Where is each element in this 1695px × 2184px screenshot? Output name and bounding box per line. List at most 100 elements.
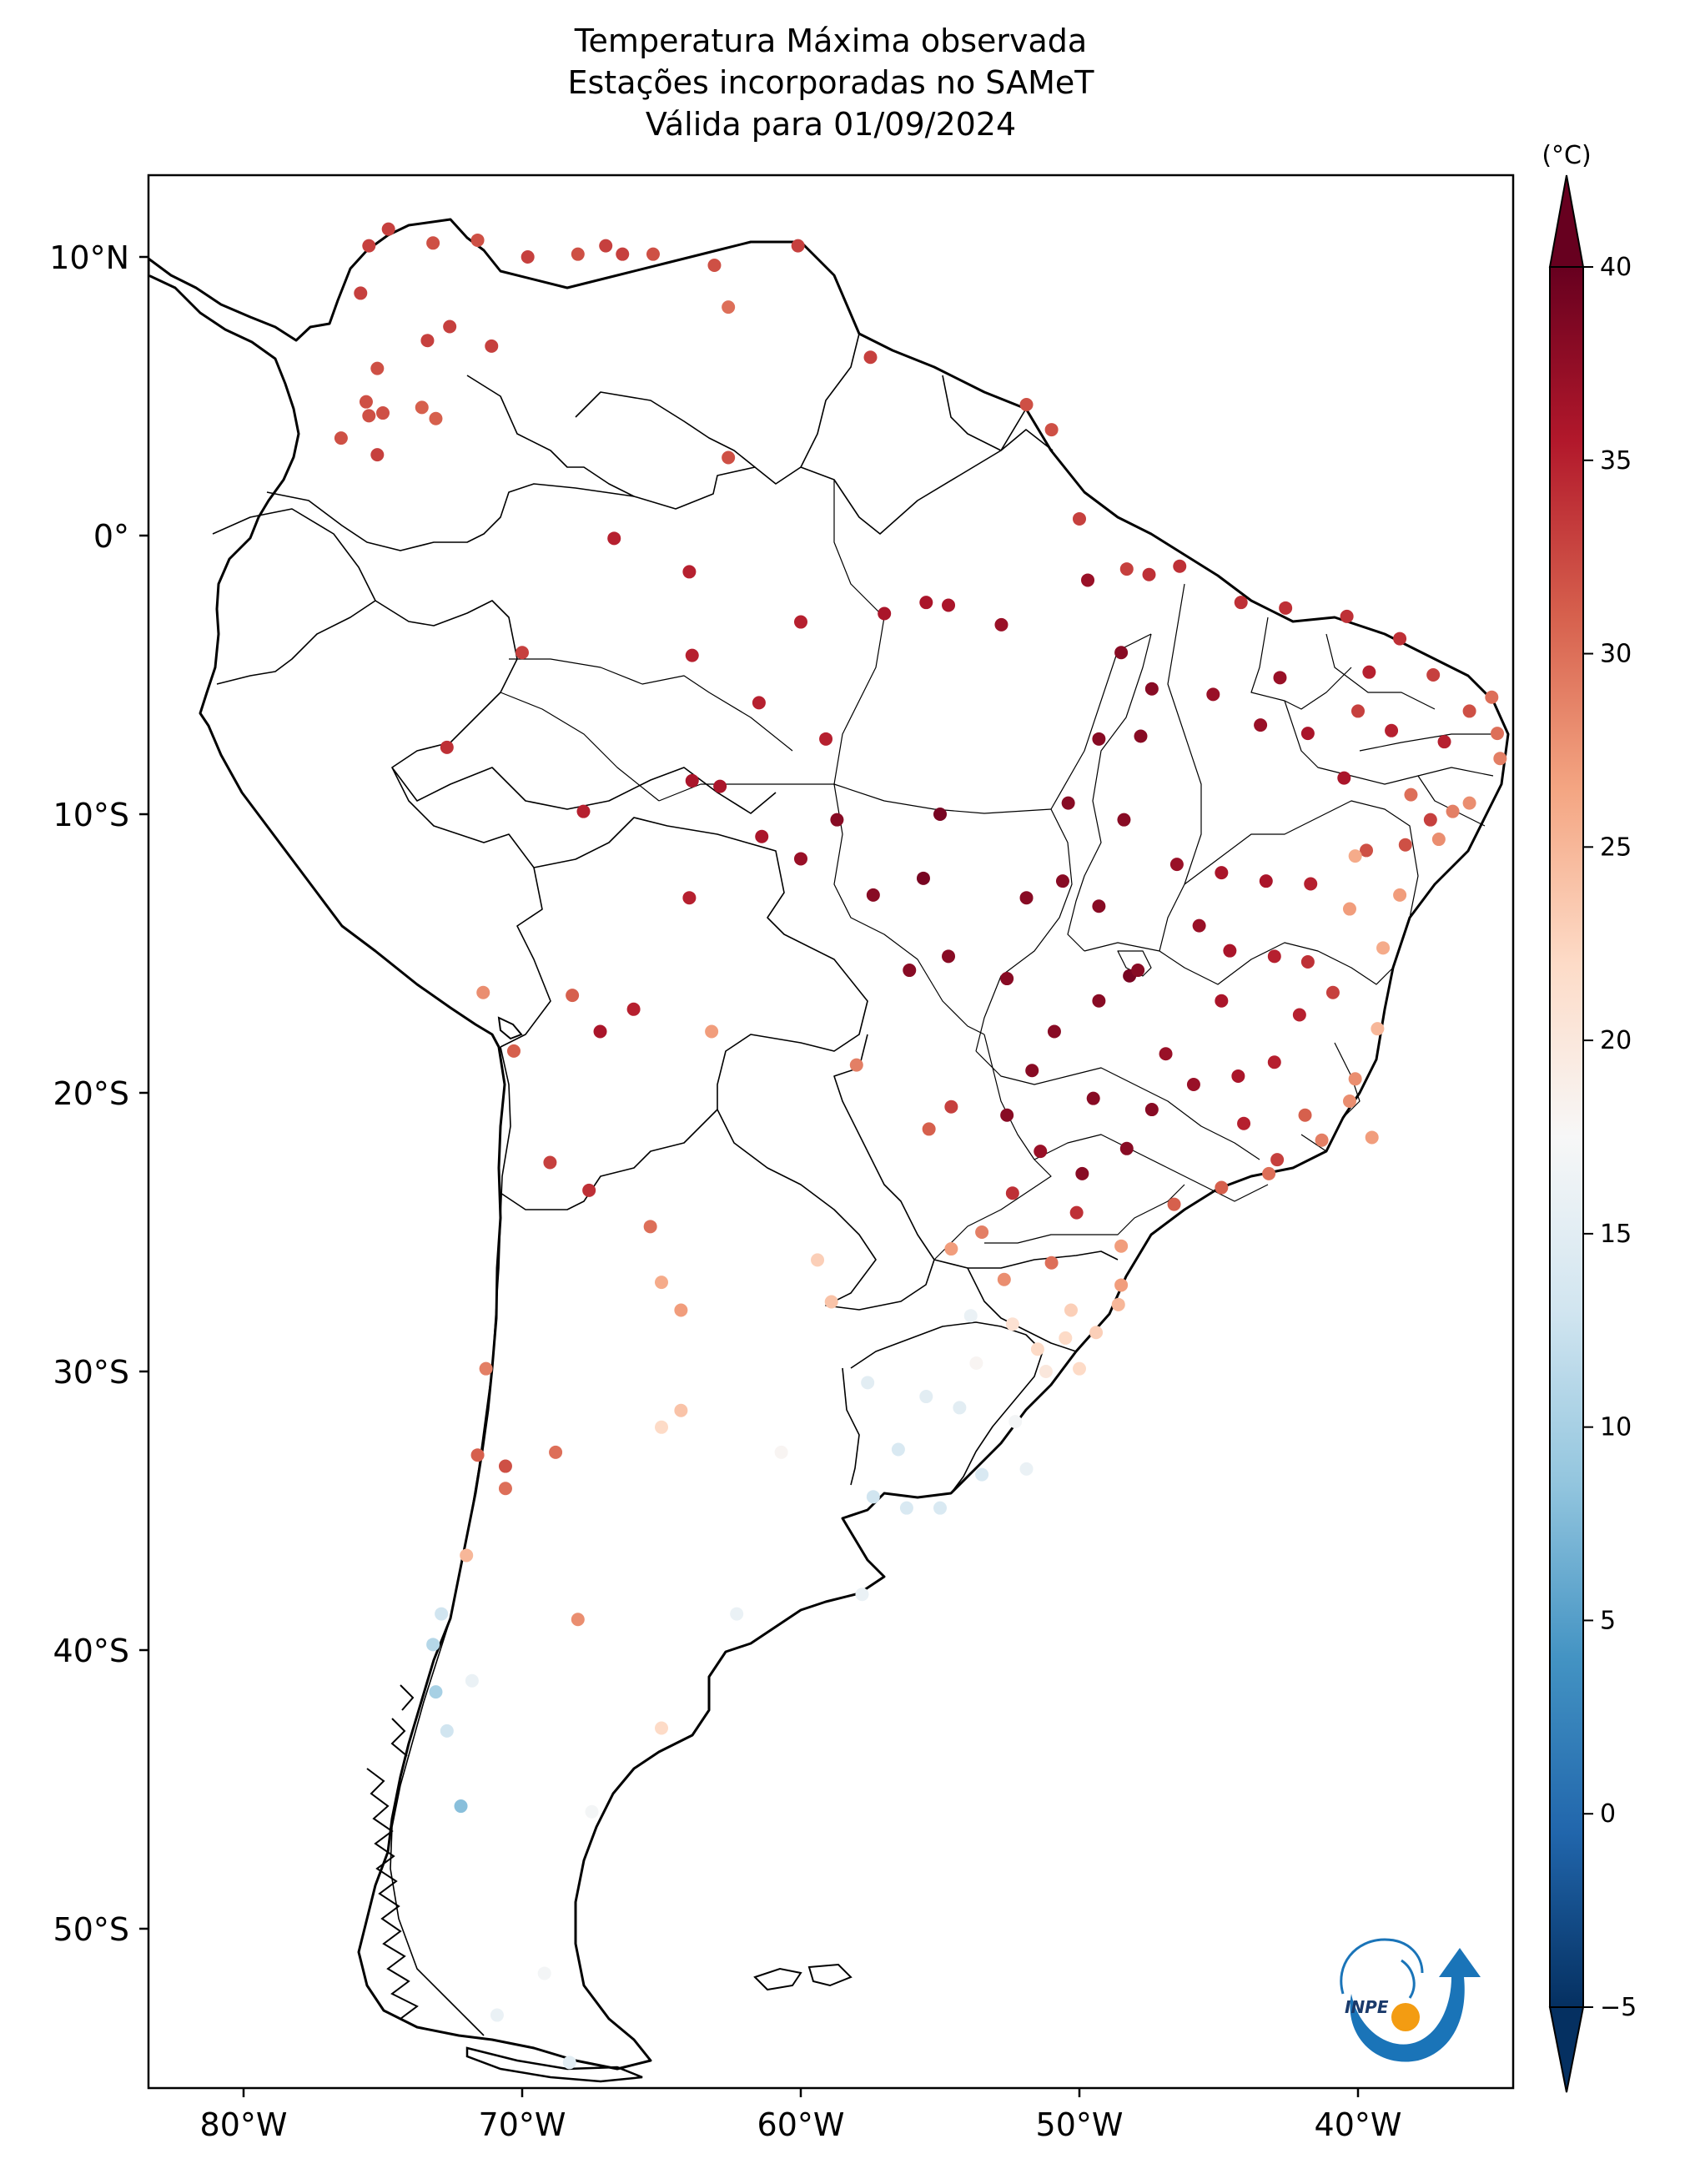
station-marker	[440, 1724, 454, 1738]
station-marker	[1267, 949, 1281, 964]
colorbar-tick-label: 5	[1600, 1606, 1616, 1635]
station-marker	[685, 773, 699, 788]
station-marker	[1000, 1108, 1014, 1122]
station-marker	[1393, 888, 1407, 902]
station-marker	[1362, 665, 1376, 679]
station-marker	[1144, 1103, 1159, 1117]
station-marker	[1462, 796, 1476, 810]
station-marker	[674, 1303, 688, 1317]
station-marker	[440, 740, 454, 754]
station-marker	[1169, 858, 1184, 872]
station-marker	[1008, 1415, 1023, 1429]
station-marker	[1262, 1166, 1276, 1180]
station-marker	[705, 1024, 719, 1039]
station-marker	[849, 1058, 863, 1072]
colorbar-ticks: 40 35 30 25 20 15 10 5 0 −5	[1583, 253, 1637, 2022]
y-tick-labels: 10°N 0° 10°S 20°S 30°S 40°S 50°S	[49, 239, 129, 1948]
country-borders	[212, 333, 1119, 2036]
station-marker	[997, 1272, 1011, 1286]
station-marker	[376, 406, 390, 420]
station-marker	[1073, 1361, 1086, 1376]
station-marker	[429, 411, 443, 425]
station-marker	[465, 1673, 479, 1688]
station-marker	[1119, 562, 1134, 576]
station-marker	[1081, 573, 1095, 587]
station-marker	[485, 339, 499, 353]
x-axis	[242, 2088, 1360, 2097]
station-marker	[1298, 1108, 1312, 1122]
x-tick-label: 40°W	[1315, 2106, 1402, 2143]
station-marker	[933, 808, 947, 821]
station-marker	[516, 646, 529, 660]
station-marker	[1086, 1091, 1100, 1105]
station-marker	[1431, 833, 1446, 847]
station-marker	[1398, 838, 1412, 852]
station-marker	[830, 813, 844, 827]
station-marker	[359, 395, 373, 409]
inpe-logo-ring	[1340, 1938, 1424, 1995]
station-marker	[1019, 1462, 1034, 1476]
station-marker	[791, 239, 805, 253]
station-marker	[1044, 1256, 1059, 1270]
station-marker	[1131, 964, 1145, 978]
station-marker	[878, 606, 892, 621]
station-marker	[1114, 1239, 1129, 1253]
colorbar-tick-label: 30	[1600, 640, 1632, 669]
station-marker	[1117, 813, 1131, 827]
colorbar-tick-label: 15	[1600, 1220, 1632, 1249]
station-marker	[599, 239, 613, 253]
station-marker	[435, 1607, 449, 1621]
station-marker	[1337, 771, 1351, 785]
station-marker	[1119, 1141, 1134, 1155]
inpe-logo-swoosh	[1350, 1948, 1481, 2062]
colorbar-tick-label: 20	[1600, 1026, 1632, 1055]
station-marker	[1348, 849, 1362, 863]
station-marker	[752, 696, 766, 710]
station-marker	[460, 1548, 474, 1563]
station-marker	[1223, 944, 1237, 958]
inpe-logo-sun	[1391, 2003, 1420, 2031]
x-tick-label: 60°W	[757, 2106, 845, 2143]
station-marker	[903, 964, 917, 978]
station-marker	[922, 1122, 936, 1136]
coastline	[148, 218, 1510, 2071]
station-marker	[1304, 877, 1318, 891]
station-marker	[944, 1100, 958, 1114]
station-marker	[1371, 1022, 1385, 1036]
station-marker	[470, 233, 485, 247]
station-marker	[1351, 704, 1365, 718]
station-marker	[1075, 1166, 1089, 1180]
station-marker	[1030, 1342, 1044, 1356]
station-marker	[370, 448, 385, 462]
station-marker	[1292, 1008, 1306, 1022]
station-marker	[1491, 727, 1504, 741]
station-marker	[1254, 718, 1268, 732]
station-marker	[942, 598, 956, 612]
station-marker	[1423, 813, 1437, 827]
station-marker	[1055, 874, 1069, 888]
station-marker	[1134, 729, 1148, 743]
station-marker	[891, 1442, 905, 1457]
station-marker	[1019, 891, 1034, 905]
station-marker	[1237, 1116, 1251, 1130]
station-marker	[713, 779, 727, 793]
y-tick-label: 40°S	[53, 1633, 129, 1669]
station-marker	[1215, 1180, 1229, 1195]
colorbar-unit: (°C)	[1542, 141, 1591, 170]
station-marker	[362, 409, 376, 423]
station-marker	[1404, 788, 1418, 802]
station-marker	[537, 1966, 551, 1980]
station-marker	[1446, 804, 1460, 818]
map-title-line-1: Temperatura Máxima observada	[574, 23, 1088, 59]
station-marker	[576, 804, 591, 818]
station-marker	[819, 732, 833, 746]
station-marker	[824, 1295, 838, 1309]
station-marker	[1215, 994, 1229, 1008]
station-marker	[616, 247, 630, 261]
station-marker	[370, 361, 385, 375]
station-marker	[975, 1225, 989, 1239]
station-marker	[1360, 843, 1374, 858]
station-marker	[607, 531, 621, 546]
station-marker	[566, 989, 580, 1003]
station-marker	[1393, 632, 1407, 646]
